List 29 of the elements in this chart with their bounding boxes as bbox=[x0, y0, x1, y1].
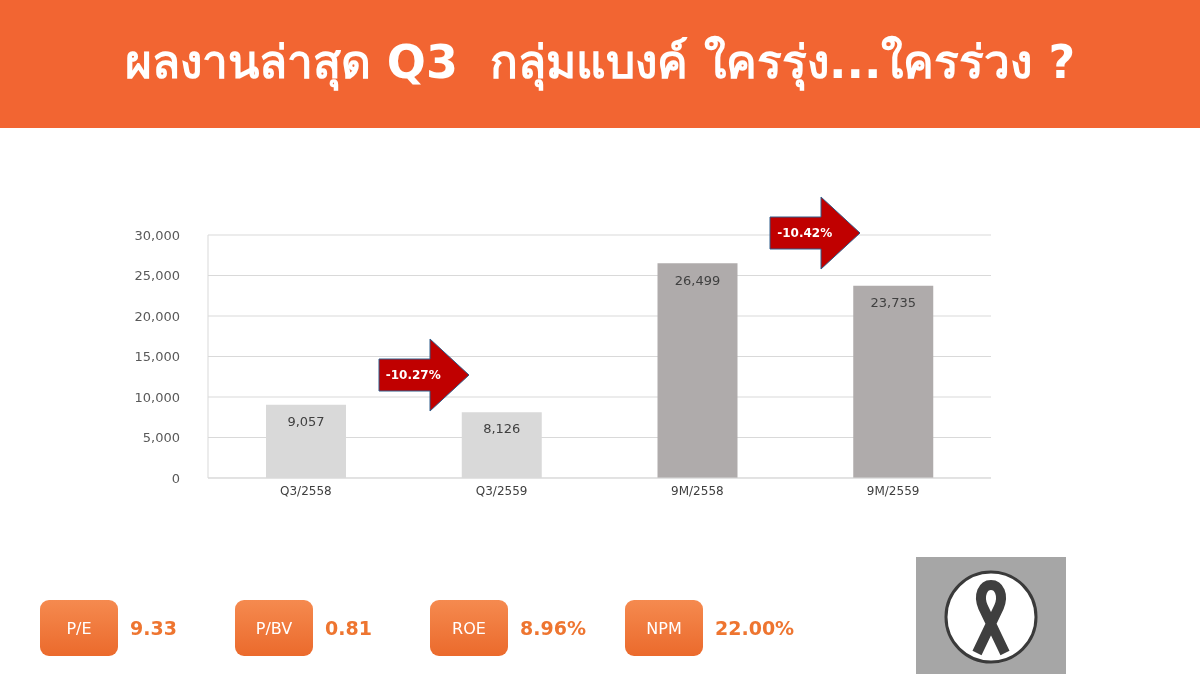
y-tick-label: 5,000 bbox=[142, 430, 180, 446]
x-tick-label: Q3/2559 bbox=[475, 483, 528, 498]
x-tick-label: Q3/2558 bbox=[280, 483, 332, 498]
annotation: -10.42% bbox=[777, 225, 833, 243]
data-label: 9,057 bbox=[287, 413, 325, 429]
x-tick-label: 9M/2559 bbox=[866, 483, 920, 498]
text: 0.81 bbox=[325, 617, 372, 639]
y-tick-label: 15,000 bbox=[134, 349, 180, 365]
y-tick-label: 10,000 bbox=[134, 389, 180, 405]
bar bbox=[657, 263, 738, 478]
text: 8.96% bbox=[520, 617, 586, 639]
header-band: ผลงานล่าสุด Q3 กลุ่มแบงค์ ใครรุ่ง...ใครร่วง ? bbox=[0, 0, 1200, 128]
annotation: -10.27% bbox=[385, 366, 441, 384]
label-pill: P/BV bbox=[235, 600, 313, 656]
chart-title: ผลงานล่าสุด Q3 กลุ่มแบงค์ ใครรุ่ง...ใครร่วง ? bbox=[123, 34, 1077, 93]
data-label: 26,499 bbox=[674, 272, 721, 288]
label-pill: ROE bbox=[430, 600, 508, 656]
text: 22.00% bbox=[715, 617, 795, 639]
text: 9.33 bbox=[130, 617, 177, 639]
data-label: 23,735 bbox=[870, 294, 916, 310]
y-tick-label: 25,000 bbox=[134, 268, 180, 284]
x-tick-label: 9M/2558 bbox=[671, 483, 724, 498]
label-pill: P/E bbox=[40, 600, 118, 656]
y-tick-label: 30,000 bbox=[134, 227, 180, 243]
label-pill: NPM bbox=[625, 600, 703, 656]
bar bbox=[853, 285, 934, 478]
y-tick-label: 20,000 bbox=[134, 308, 180, 324]
y-tick-label: 0 bbox=[171, 470, 180, 486]
data-label: 8,126 bbox=[483, 421, 521, 437]
